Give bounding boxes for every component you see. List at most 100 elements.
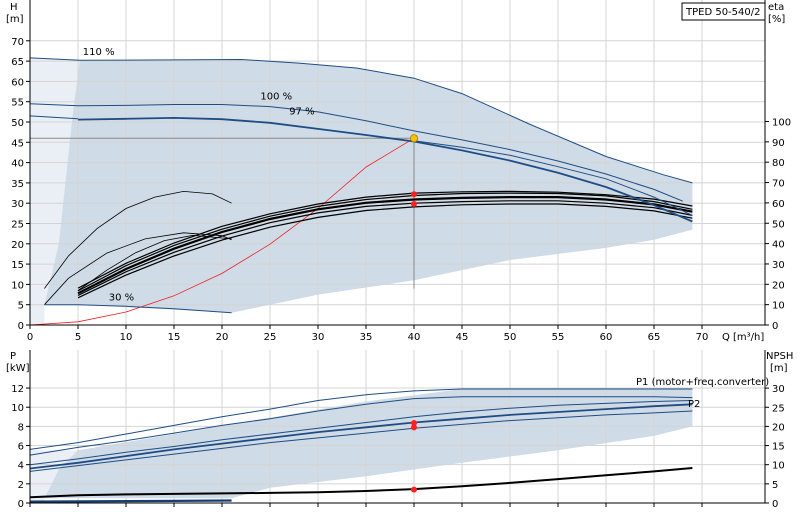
- power-curve-0: [29, 388, 693, 450]
- npsh-axis-label: NPSH: [766, 351, 793, 362]
- head-tick-label: 45: [11, 138, 24, 149]
- head-curve-5: [44, 304, 232, 314]
- head-tick-label: 55: [11, 98, 24, 109]
- head-tick-label: 20: [11, 240, 24, 251]
- flow-tick-label: 55: [552, 332, 565, 343]
- plot-layer: 110 %100 %97 %30 %0 5 10 15 20 25 30 35 40 45 50 55…: [11, 0, 791, 510]
- head-tick-label: 60: [11, 77, 24, 88]
- eta-tick-label: 70: [772, 179, 785, 190]
- head-tick-label: 25: [11, 220, 24, 231]
- head-axis-label: H: [10, 2, 18, 13]
- efficiency-curve-5: [77, 196, 693, 295]
- flow-tick-label: 5: [75, 332, 81, 343]
- head-curve-2: [77, 116, 693, 223]
- power-tick-label: 10: [11, 403, 24, 414]
- head-tick-label: 40: [11, 159, 24, 170]
- eta-tick-label: 10: [772, 301, 785, 312]
- eta-tick-label: 100: [772, 118, 791, 129]
- eta-tick-label: 50: [772, 219, 785, 230]
- power-curve-2: [29, 400, 693, 466]
- flow-tick-label: 15: [168, 332, 181, 343]
- flow-tick-label: 25: [264, 332, 277, 343]
- power-axis-label: P: [10, 351, 16, 362]
- flow-tick-label: 20: [216, 332, 229, 343]
- head-tick-label: 15: [11, 260, 24, 271]
- npsh-tick-label: 20: [772, 422, 785, 433]
- efficiency-curve-7: [77, 203, 693, 299]
- power-tick-label: 0: [18, 499, 24, 510]
- p1-label: P1 (motor+freq.converter): [636, 377, 769, 388]
- head-marker-point-1: [411, 201, 417, 208]
- npsh-tick-label: 30: [772, 384, 785, 395]
- npsh-tick-label: 15: [772, 442, 785, 453]
- npsh-low-curve: [29, 499, 232, 503]
- eta-tick-label: 80: [772, 158, 785, 169]
- eta-tick-label: 0: [772, 321, 778, 332]
- efficiency-curve-2: [77, 234, 232, 291]
- flow-tick-label: 70: [696, 332, 709, 343]
- eta-tick-label: 60: [772, 199, 785, 210]
- efficiency-curve-6: [77, 200, 693, 296]
- flow-tick-label: 60: [600, 332, 613, 343]
- model-label: TPED 50-540/2: [685, 7, 761, 18]
- efficiency-curve-3: [77, 190, 693, 289]
- head-tick-label: 5: [18, 301, 24, 312]
- power-marker-point-0: [411, 420, 417, 427]
- flow-axis-unit: [m³/h]: [733, 332, 764, 343]
- flow-tick-label: 50: [504, 332, 517, 343]
- power-curve-1: [29, 396, 693, 456]
- head-tick-label: 30: [11, 199, 24, 210]
- power-marker-point-1: [411, 424, 417, 431]
- head-curve-label: 100 %: [260, 92, 292, 103]
- npsh-tick-label: 10: [772, 461, 785, 472]
- efficiency-curve-4: [77, 192, 693, 292]
- npsh-curve: [29, 467, 693, 499]
- head-curve-label: 30 %: [109, 293, 134, 304]
- npsh-tick-label: 5: [772, 480, 778, 491]
- head-curve-1: [29, 103, 683, 202]
- flow-tick-label: 40: [408, 332, 421, 343]
- head-tick-label: 35: [11, 179, 24, 190]
- head-curve-label: 110 %: [83, 47, 115, 58]
- power-tick-label: 8: [18, 422, 24, 433]
- power-tick-label: 4: [18, 461, 24, 472]
- duty-point: [409, 134, 418, 143]
- flow-tick-label: 65: [648, 332, 661, 343]
- eta-tick-label: 90: [772, 138, 785, 149]
- head-curve-label: 97 %: [289, 107, 314, 118]
- head-axis-unit: [m]: [6, 14, 24, 25]
- head-curve-3: [29, 115, 79, 120]
- power-tick-label: 2: [18, 480, 24, 491]
- npsh-axis-unit: [m]: [770, 363, 788, 374]
- p2-label: P2: [688, 399, 700, 410]
- system-curve: [29, 137, 415, 326]
- npsh-tick-label: 0: [772, 499, 778, 510]
- power-curve-4: [29, 410, 693, 472]
- flow-tick-label: 10: [120, 332, 133, 343]
- model-label-box: [681, 2, 766, 21]
- npsh-tick-label: 25: [772, 403, 785, 414]
- head-tick-label: 50: [11, 118, 24, 129]
- flow-tick-label: 45: [456, 332, 469, 343]
- head-marker-point-0: [411, 191, 417, 198]
- eta-axis-label: eta: [768, 2, 784, 13]
- head-operating-area: [44, 59, 693, 313]
- head-curve-0: [29, 57, 693, 184]
- power-tick-label: 6: [18, 442, 24, 453]
- head-tick-label: 0: [18, 321, 24, 332]
- eta-tick-label: 40: [772, 240, 785, 251]
- head-tick-label: 65: [11, 57, 24, 68]
- head-light-area: [30, 57, 80, 326]
- eta-axis-unit: [%]: [768, 14, 785, 25]
- flow-tick-label: 30: [312, 332, 325, 343]
- eta-tick-label: 30: [772, 260, 785, 271]
- power-marker-point-2: [411, 486, 417, 493]
- power-tick-label: 12: [11, 384, 24, 395]
- power-axis-unit: [kW]: [6, 363, 30, 374]
- eta-tick-label: 20: [772, 280, 785, 291]
- head-tick-label: 70: [11, 37, 24, 48]
- head-tick-label: 10: [11, 280, 24, 291]
- power-operating-area: [44, 389, 693, 499]
